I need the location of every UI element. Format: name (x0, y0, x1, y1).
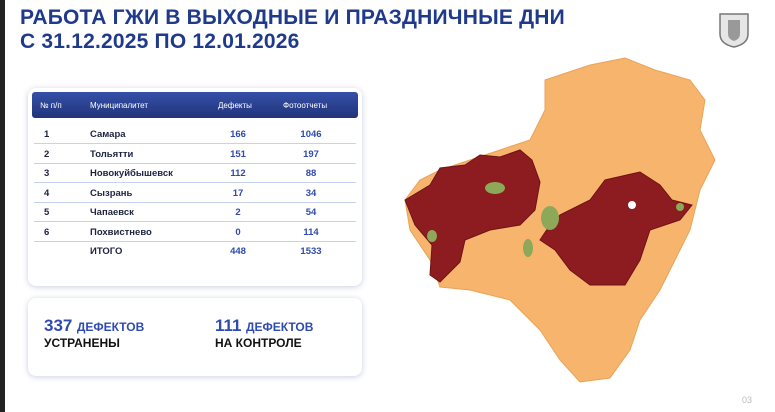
total-defects: 448 (230, 246, 246, 257)
stats-card (28, 298, 362, 376)
map-city (541, 206, 559, 230)
stat: 111 ДЕФЕКТОВ (215, 316, 313, 336)
defects: 112 (230, 168, 246, 179)
table-header (32, 92, 358, 118)
row-number: 3 (44, 168, 50, 179)
stat-unit: ДЕФЕКТОВ (245, 320, 314, 334)
photos: 197 (303, 148, 319, 160)
stat-value: 337 (44, 316, 73, 335)
map-city (676, 203, 684, 211)
defects: 151 (230, 148, 246, 160)
left-edge (0, 0, 5, 412)
total-label: ИТОГО (90, 246, 123, 257)
municipality: Тольятти (90, 148, 134, 160)
municipality: Новокуйбышевск (90, 168, 173, 179)
photos: 88 (305, 168, 317, 179)
stat: 337 ДЕФЕКТОВ (44, 316, 144, 336)
municipality: Сызрань (90, 187, 133, 199)
defects: 17 (232, 187, 244, 199)
row-divider (34, 182, 356, 183)
photos: 1046 (300, 129, 322, 140)
row-number: 4 (44, 187, 50, 199)
row-divider (34, 201, 356, 203)
map-city (485, 182, 505, 194)
municipality: Самара (90, 129, 126, 140)
map-city (628, 201, 636, 209)
photos: 34 (305, 187, 317, 199)
photos: 114 (303, 226, 319, 238)
map-city (427, 230, 437, 242)
title: С 31.12.2025 ПО 12.01.2026 (20, 30, 300, 53)
municipality: Похвистнево (90, 226, 152, 238)
title: РАБОТА ГЖИ В ВЫХОДНЫЕ И ПРАЗДНИЧНЫЕ ДНИ (20, 6, 565, 29)
total-photos: 1533 (300, 246, 322, 257)
stat-unit: ДЕФЕКТОВ (76, 320, 145, 334)
column-header: Дефекты (218, 101, 252, 110)
stat-caption: НА КОНТРОЛЕ (215, 336, 302, 350)
defects: 0 (235, 226, 241, 238)
column-header: № п/п (40, 101, 62, 110)
column-header: Муниципалитет (90, 101, 149, 110)
map-highlight (539, 171, 693, 286)
municipality: Чапаевск (90, 207, 134, 218)
row-divider (34, 162, 356, 164)
map-highlight (404, 149, 541, 283)
photos: 54 (305, 207, 317, 218)
row-divider (34, 143, 356, 144)
emblem (719, 13, 749, 48)
map-city (523, 239, 533, 257)
row-number: 6 (44, 226, 50, 238)
stat-value: 111 (215, 316, 242, 335)
row-divider (34, 221, 356, 222)
stat-caption: УСТРАНЕНЫ (44, 336, 120, 350)
row-number: 5 (44, 207, 50, 218)
table-card (28, 88, 362, 286)
slide-number: 03 (742, 395, 753, 405)
defects: 166 (230, 129, 246, 140)
column-header: Фотоотчеты (283, 101, 328, 110)
row-divider (34, 240, 356, 242)
defects: 2 (235, 207, 241, 218)
row-number: 2 (44, 148, 50, 160)
row-number: 1 (44, 129, 50, 140)
